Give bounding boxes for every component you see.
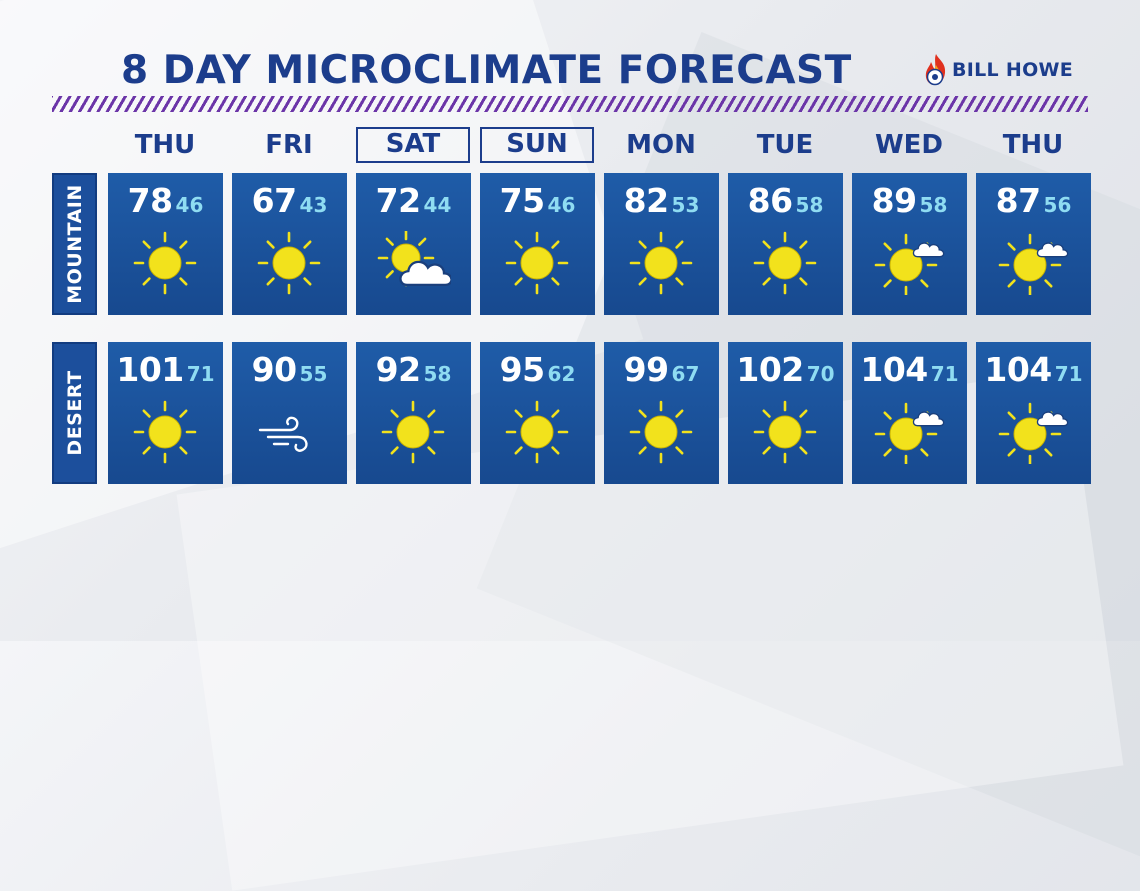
temperature-pair: 104 71 [852, 350, 967, 389]
low-temp: 46 [175, 193, 204, 217]
sun-icon [128, 400, 203, 464]
sun-icon [500, 400, 575, 464]
temperature-pair: 72 44 [356, 181, 471, 220]
temperature-pair: 99 67 [604, 350, 719, 389]
high-temp: 104 [984, 350, 1052, 389]
low-temp: 58 [795, 193, 824, 217]
forecast-card: 67 43 [232, 173, 347, 315]
sponsor-logo: BILL HOWE [922, 50, 1082, 90]
temperature-pair: 78 46 [108, 181, 223, 220]
forecast-card: 78 46 [108, 173, 223, 315]
flame-logo-icon [925, 54, 946, 86]
low-temp: 71 [1054, 362, 1083, 386]
low-temp: 70 [806, 362, 835, 386]
high-temp: 78 [127, 181, 173, 220]
temperature-pair: 104 71 [976, 350, 1091, 389]
row-label-mountain: MOUNTAIN [52, 173, 97, 315]
sponsor-name: BILL HOWE [952, 59, 1074, 81]
sun-icon [376, 400, 451, 464]
high-temp: 101 [116, 350, 184, 389]
temperature-pair: 90 55 [232, 350, 347, 389]
low-temp: 55 [299, 362, 328, 386]
forecast-card: 92 58 [356, 342, 471, 484]
high-temp: 92 [375, 350, 421, 389]
sun-icon [252, 231, 327, 295]
temperature-pair: 86 58 [728, 181, 843, 220]
forecast-card: 99 67 [604, 342, 719, 484]
mostly-sunny-icon [872, 231, 947, 297]
sun-icon [624, 400, 699, 464]
temperature-pair: 101 71 [108, 350, 223, 389]
sun-icon [128, 231, 203, 295]
low-temp: 71 [930, 362, 959, 386]
forecast-card: 89 58 [852, 173, 967, 315]
day-header: THU [134, 130, 196, 160]
page-title: 8 DAY MICROCLIMATE FORECAST [121, 48, 852, 93]
high-temp: 75 [499, 181, 545, 220]
mostly-sunny-icon [996, 231, 1071, 297]
temperature-pair: 89 58 [852, 181, 967, 220]
forecast-card: 75 46 [480, 173, 595, 315]
high-temp: 90 [251, 350, 297, 389]
forecast-card: 90 55 [232, 342, 347, 484]
high-temp: 82 [623, 181, 669, 220]
temperature-pair: 82 53 [604, 181, 719, 220]
low-temp: 58 [423, 362, 452, 386]
low-temp: 71 [186, 362, 215, 386]
forecast-card: 102 70 [728, 342, 843, 484]
temperature-pair: 75 46 [480, 181, 595, 220]
day-header: SUN [480, 127, 594, 163]
low-temp: 62 [547, 362, 576, 386]
low-temp: 58 [919, 193, 948, 217]
row-label-text: DESERT [63, 370, 86, 456]
forecast-card: 101 71 [108, 342, 223, 484]
low-temp: 44 [423, 193, 452, 217]
temperature-pair: 87 56 [976, 181, 1091, 220]
purple-stripe-divider [52, 96, 1088, 112]
high-temp: 72 [375, 181, 421, 220]
low-temp: 67 [671, 362, 700, 386]
forecast-card: 104 71 [976, 342, 1091, 484]
forecast-card: 72 44 [356, 173, 471, 315]
temperature-pair: 102 70 [728, 350, 843, 389]
forecast-card: 95 62 [480, 342, 595, 484]
day-header: TUE [756, 130, 814, 160]
high-temp: 95 [499, 350, 545, 389]
low-temp: 53 [671, 193, 700, 217]
temperature-pair: 92 58 [356, 350, 471, 389]
high-temp: 102 [736, 350, 804, 389]
day-header: THU [1002, 130, 1064, 160]
temperature-pair: 67 43 [232, 181, 347, 220]
day-header: SAT [356, 127, 470, 163]
day-header: FRI [265, 130, 313, 160]
sun-icon [748, 231, 823, 295]
low-temp: 43 [299, 193, 328, 217]
partly-cloudy-icon [376, 229, 453, 295]
day-header: WED [874, 130, 944, 160]
day-header: MON [626, 130, 696, 160]
mostly-sunny-icon [872, 400, 947, 466]
high-temp: 89 [871, 181, 917, 220]
row-label-text: MOUNTAIN [63, 184, 86, 304]
high-temp: 99 [623, 350, 669, 389]
low-temp: 46 [547, 193, 576, 217]
high-temp: 104 [860, 350, 928, 389]
forecast-card: 87 56 [976, 173, 1091, 315]
sun-icon [624, 231, 699, 295]
high-temp: 86 [747, 181, 793, 220]
high-temp: 67 [251, 181, 297, 220]
high-temp: 87 [995, 181, 1041, 220]
low-temp: 56 [1043, 193, 1072, 217]
sun-icon [500, 231, 575, 295]
sun-icon [748, 400, 823, 464]
forecast-card: 86 58 [728, 173, 843, 315]
mostly-sunny-icon [996, 400, 1071, 466]
forecast-card: 82 53 [604, 173, 719, 315]
temperature-pair: 95 62 [480, 350, 595, 389]
wind-icon [252, 400, 327, 464]
row-label-desert: DESERT [52, 342, 97, 484]
forecast-card: 104 71 [852, 342, 967, 484]
